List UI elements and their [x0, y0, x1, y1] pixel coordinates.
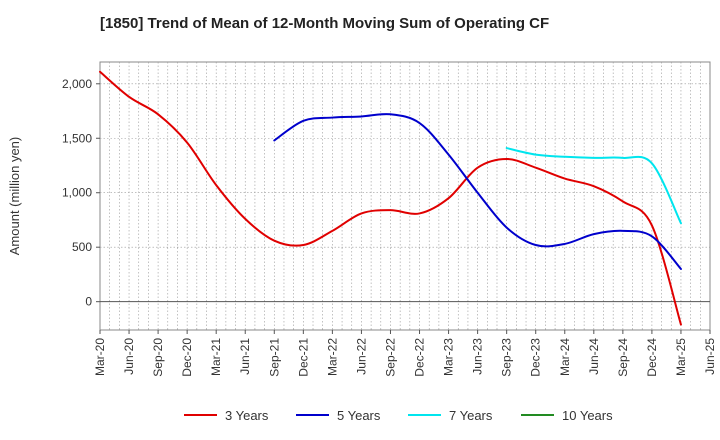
- legend-label-7-years: 7 Years: [449, 408, 493, 423]
- x-tick-label: Mar-24: [558, 338, 572, 376]
- x-tick-label: Dec-23: [529, 338, 543, 377]
- x-tick-label: Mar-25: [674, 338, 688, 376]
- x-tick-label: Dec-21: [296, 338, 310, 377]
- x-tick-label: Sep-22: [383, 338, 397, 377]
- x-tick-label: Sep-24: [616, 338, 630, 377]
- x-tick-label: Mar-23: [442, 338, 456, 376]
- y-axis-ticks: 0 500 1,000 1,500 2,000: [62, 77, 100, 309]
- legend-label-5-years: 5 Years: [337, 408, 381, 423]
- series-layer: [99, 70, 682, 326]
- x-tick-label: Mar-22: [325, 338, 339, 376]
- legend-label-10-years: 10 Years: [562, 408, 613, 423]
- y-axis-label: Amount (million yen): [7, 137, 22, 256]
- x-axis-ticks: Mar-20 Jun-20 Sep-20 Dec-20 Mar-21 Jun-21 Sep-…: [93, 330, 717, 377]
- plot-area: [99, 61, 711, 331]
- series-line-5-years: [273, 113, 682, 270]
- x-tick-label: Mar-20: [93, 338, 107, 376]
- x-tick-label: Jun-20: [122, 338, 136, 375]
- x-tick-label: Jun-23: [471, 338, 485, 375]
- y-tick-label: 500: [72, 240, 92, 254]
- series-line-7-years: [505, 147, 682, 225]
- x-tick-label: Sep-21: [267, 338, 281, 377]
- x-tick-label: Sep-23: [500, 338, 514, 377]
- x-tick-label: Dec-24: [645, 338, 659, 377]
- legend: 3 Years 5 Years 7 Years 10 Years: [184, 408, 613, 423]
- y-tick-label: 0: [85, 295, 92, 309]
- legend-label-3-years: 3 Years: [225, 408, 269, 423]
- x-tick-label: Sep-20: [151, 338, 165, 377]
- x-tick-label: Mar-21: [209, 338, 223, 376]
- x-tick-label: Dec-22: [413, 338, 427, 377]
- x-tick-label: Jun-21: [238, 338, 252, 375]
- x-tick-label: Dec-20: [180, 338, 194, 377]
- x-tick-label: Jun-25: [703, 338, 717, 375]
- y-tick-label: 1,000: [62, 186, 92, 200]
- grid: [100, 62, 710, 330]
- x-tick-label: Jun-22: [354, 338, 368, 375]
- x-tick-label: Jun-24: [587, 338, 601, 375]
- series-line-3-years: [99, 70, 682, 326]
- y-tick-label: 1,500: [62, 131, 92, 145]
- y-tick-label: 2,000: [62, 77, 92, 91]
- chart-title: [1850] Trend of Mean of 12-Month Moving …: [100, 15, 549, 32]
